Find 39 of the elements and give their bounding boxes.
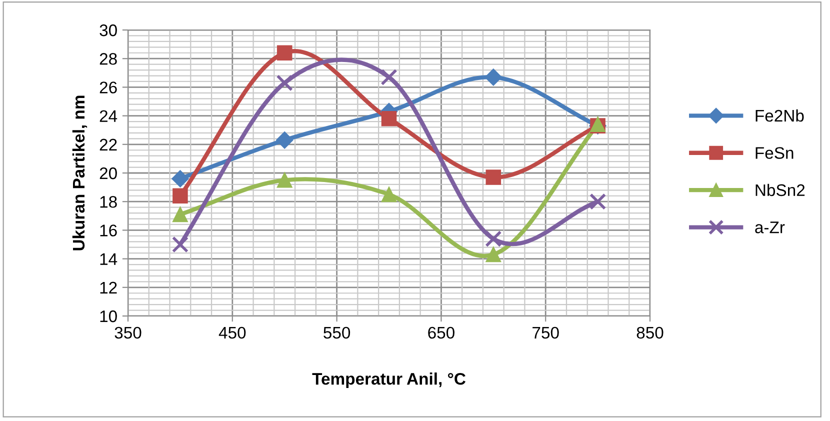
x-tick-label: 750 xyxy=(532,326,559,339)
y-tick-label: 28 xyxy=(100,53,117,65)
legend-label: a-Zr xyxy=(755,222,785,234)
x-tick-label: 350 xyxy=(114,326,142,339)
y-tick-label: 16 xyxy=(100,224,117,236)
y-tick-label: 24 xyxy=(100,110,118,122)
point xyxy=(589,193,606,210)
point xyxy=(486,170,502,185)
y-tick-label: 20 xyxy=(100,167,117,180)
x-tick-label: 450 xyxy=(218,326,246,339)
x-tick-label: 550 xyxy=(324,326,350,339)
y-tick-label: 12 xyxy=(100,282,117,294)
point xyxy=(381,186,397,202)
point xyxy=(380,68,398,86)
point xyxy=(486,246,502,262)
point xyxy=(484,68,502,86)
point xyxy=(172,206,188,222)
y-axis-title: Ukuran Partikel, nm xyxy=(72,96,88,250)
y-tick-label: 22 xyxy=(100,138,117,150)
x-axis-title: Temperatur Anil, °C xyxy=(312,372,466,388)
y-tick-label: 26 xyxy=(100,82,117,94)
legend-label: Fe2Nb xyxy=(756,109,804,122)
point xyxy=(172,188,188,204)
y-tick-label: 30 xyxy=(100,24,117,36)
point xyxy=(485,230,502,248)
y-tick-label: 14 xyxy=(100,253,118,265)
x-tick-label: 650 xyxy=(428,326,454,339)
point xyxy=(172,170,189,188)
point xyxy=(276,172,292,188)
point xyxy=(276,132,294,149)
y-tick-label: 18 xyxy=(100,196,117,208)
point xyxy=(276,45,292,61)
legend-label: NbSn2 xyxy=(756,184,805,196)
point xyxy=(276,74,293,92)
point xyxy=(381,111,397,126)
x-tick-label: 850 xyxy=(636,326,664,339)
point xyxy=(172,236,189,253)
y-tick-label: 10 xyxy=(100,310,117,322)
legend-label: FeSn xyxy=(756,147,794,159)
